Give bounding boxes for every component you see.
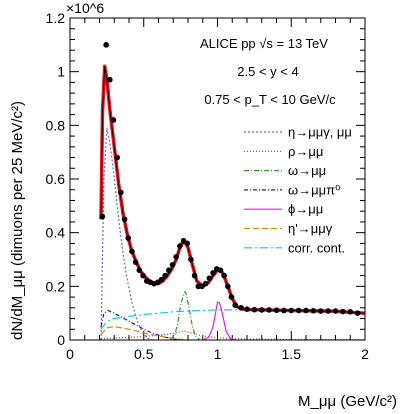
data-point bbox=[188, 256, 194, 263]
data-point bbox=[325, 308, 331, 314]
data-point bbox=[202, 280, 209, 287]
legend-label: ϕ→μμ bbox=[288, 202, 323, 217]
data-point bbox=[107, 76, 113, 83]
data-point bbox=[310, 307, 317, 314]
data-point bbox=[158, 276, 165, 283]
data-point bbox=[125, 235, 132, 241]
data-point bbox=[266, 307, 272, 313]
y-multiplier: ×10^6 bbox=[66, 0, 104, 16]
series-line bbox=[100, 127, 153, 341]
plot-frame bbox=[69, 17, 366, 341]
data-point bbox=[140, 272, 146, 279]
series-line bbox=[169, 290, 201, 341]
info-line-3: 0.75 < p_T < 10 GeV/c bbox=[204, 92, 336, 107]
x-tick-label: 2 bbox=[361, 346, 369, 362]
frame-layer bbox=[69, 17, 366, 341]
data-point bbox=[184, 240, 191, 247]
legend: η→μμγ, μμ ρ→μμ ω→μμ ω→μμπ⁰ ϕ→μμ η'→μμγ corr. c… bbox=[244, 125, 352, 255]
data-point bbox=[288, 307, 295, 314]
info-line-2: 2.5 < y < 4 bbox=[237, 64, 298, 79]
series-layer bbox=[100, 127, 366, 341]
data-point bbox=[173, 254, 179, 260]
data-point bbox=[110, 117, 117, 123]
data-point bbox=[132, 259, 139, 265]
data-point bbox=[317, 308, 324, 314]
x-tick-label: 1 bbox=[214, 346, 222, 362]
data-point bbox=[354, 310, 361, 316]
data-point bbox=[210, 270, 216, 276]
data-point bbox=[281, 307, 287, 314]
data-point bbox=[166, 267, 172, 274]
data-point bbox=[191, 272, 198, 279]
y-tick-label: 0.4 bbox=[46, 225, 66, 241]
data-point bbox=[169, 262, 176, 268]
data-point bbox=[258, 307, 265, 313]
series-line bbox=[100, 309, 181, 341]
data-point bbox=[228, 294, 235, 300]
data-point bbox=[273, 307, 280, 314]
data-point bbox=[238, 305, 244, 311]
data-point bbox=[217, 267, 224, 274]
legend-label: ρ→μμ bbox=[288, 144, 323, 159]
x-tick-label: 1.5 bbox=[282, 346, 302, 362]
x-tick-label: 0.5 bbox=[134, 346, 154, 362]
y-tick-label: 1 bbox=[57, 64, 65, 80]
data-point bbox=[136, 267, 143, 274]
series-line bbox=[100, 325, 189, 341]
data-point bbox=[251, 306, 258, 313]
legend-label: corr. cont. bbox=[288, 240, 345, 255]
data-point bbox=[162, 272, 168, 279]
data-point bbox=[244, 306, 250, 312]
data-point bbox=[177, 243, 183, 249]
data-point bbox=[347, 309, 354, 315]
data-point bbox=[114, 154, 120, 161]
series-line bbox=[202, 301, 236, 341]
info-block: ALICE pp √s = 13 TeV 2.5 < y < 4 0.75 < … bbox=[200, 36, 336, 107]
legend-label: η'→μμγ bbox=[288, 221, 333, 236]
data-point bbox=[332, 308, 339, 314]
data-point bbox=[232, 302, 238, 308]
data-point bbox=[295, 307, 302, 314]
legend-label: η→μμγ, μμ bbox=[288, 125, 352, 140]
data-point bbox=[221, 272, 227, 279]
data-point bbox=[129, 248, 135, 255]
legend-label: ω→μμπ⁰ bbox=[288, 182, 340, 197]
y-tick-label: 0.2 bbox=[46, 278, 66, 294]
legend-label: ω→μμ bbox=[288, 163, 326, 178]
info-line-1: ALICE pp √s = 13 TeV bbox=[200, 36, 328, 51]
data-point bbox=[340, 308, 346, 315]
series-line bbox=[100, 330, 366, 341]
data-point bbox=[121, 216, 128, 223]
y-tick-label: 1.2 bbox=[46, 10, 66, 26]
data-point bbox=[99, 213, 106, 220]
y-tick-label: 0 bbox=[57, 332, 65, 348]
x-tick-label: 0 bbox=[66, 346, 74, 362]
points-layer bbox=[99, 42, 361, 316]
y-axis-label: dN/dM_μμ (dimuons per 25 MeV/c²) bbox=[9, 101, 26, 340]
y-tick-label: 0.8 bbox=[46, 117, 66, 133]
data-point bbox=[225, 283, 231, 290]
y-tick-label: 0.6 bbox=[46, 171, 66, 187]
data-point bbox=[206, 275, 213, 282]
x-axis-label: M_μμ (GeV/c²) bbox=[298, 393, 397, 410]
data-point bbox=[103, 42, 109, 48]
data-point bbox=[303, 307, 309, 314]
data-point bbox=[118, 189, 124, 196]
